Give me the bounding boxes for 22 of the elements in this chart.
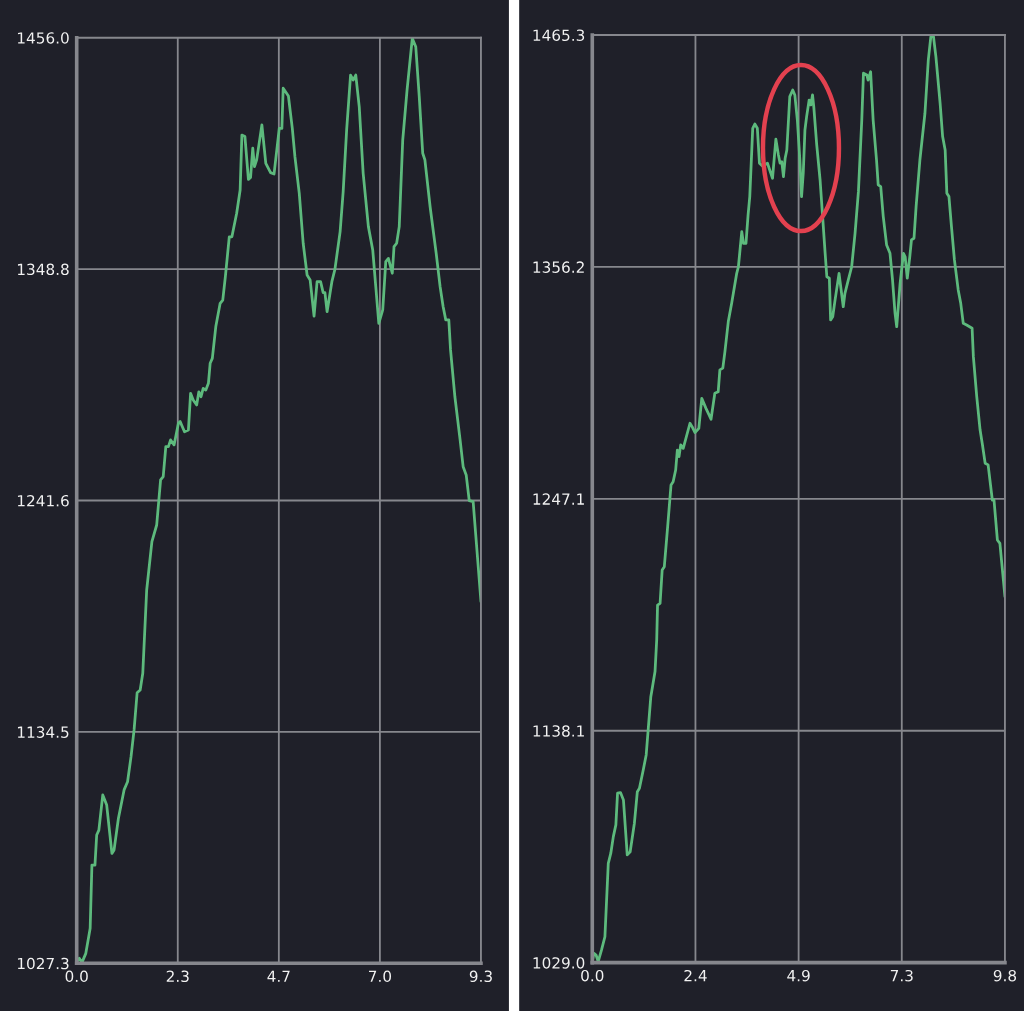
y-tick-label: 1029.0 bbox=[533, 957, 585, 969]
x-tick-label: 2.3 bbox=[166, 970, 189, 983]
x-tick-label: 4.9 bbox=[787, 969, 810, 982]
x-tick-label: 9.8 bbox=[993, 969, 1017, 982]
y-tick-label: 1247.1 bbox=[533, 493, 584, 505]
x-tick-label: 0.0 bbox=[65, 970, 88, 983]
y-tick-label: 1356.2 bbox=[533, 261, 584, 273]
y-tick-label: 1138.1 bbox=[533, 725, 584, 737]
x-tick-label: 2.4 bbox=[684, 969, 707, 982]
line-series bbox=[592, 34, 1005, 963]
line-series bbox=[76, 37, 481, 964]
y-tick-label: 1456.0 bbox=[17, 32, 69, 44]
y-tick-label: 1241.6 bbox=[17, 494, 69, 507]
y-tick-label: 1348.8 bbox=[17, 263, 69, 276]
y-tick-label: 1465.3 bbox=[533, 29, 585, 41]
x-tick-label: 4.7 bbox=[267, 970, 290, 982]
y-tick-label: 1027.3 bbox=[17, 957, 69, 970]
x-tick-label: 0.0 bbox=[581, 969, 604, 982]
x-tick-label: 7.3 bbox=[890, 969, 913, 982]
x-tick-label: 9.3 bbox=[469, 970, 492, 983]
x-tick-label: 7.0 bbox=[369, 970, 392, 983]
y-tick-label: 1134.5 bbox=[17, 726, 69, 738]
